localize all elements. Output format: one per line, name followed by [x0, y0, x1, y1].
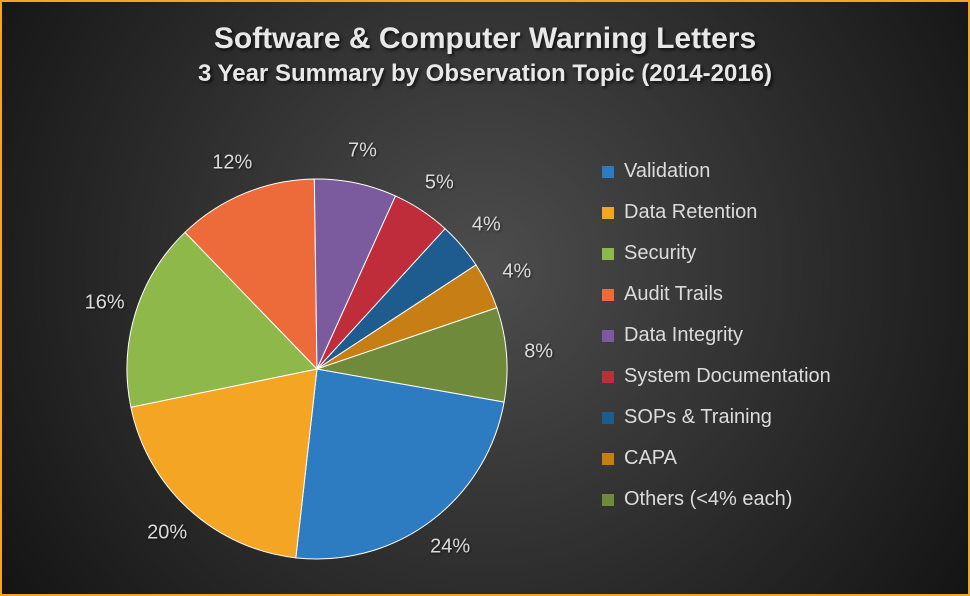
- pie-slice-label: 8%: [524, 340, 553, 363]
- pie-slice: [296, 369, 504, 559]
- legend-label: Validation: [624, 160, 710, 183]
- legend-item: Others (<4% each): [602, 488, 831, 511]
- chart-frame: Software & Computer Warning Letters 3 Ye…: [0, 0, 970, 596]
- pie-slice-label: 12%: [212, 152, 252, 175]
- chart-legend: Validation Data Retention Security Audit Tr…: [602, 160, 831, 529]
- pie-slice-label: 4%: [502, 260, 531, 283]
- legend-label: Audit Trails: [624, 283, 723, 306]
- legend-marker: [602, 289, 614, 301]
- legend-item: Security: [602, 242, 831, 265]
- legend-label: Others (<4% each): [624, 488, 792, 511]
- pie-slice-label: 16%: [85, 292, 125, 315]
- legend-item: Data Integrity: [602, 324, 831, 347]
- legend-marker: [602, 248, 614, 260]
- chart-title: Software & Computer Warning Letters: [2, 22, 968, 56]
- legend-label: SOPs & Training: [624, 406, 772, 429]
- legend-item: SOPs & Training: [602, 406, 831, 429]
- legend-marker: [602, 412, 614, 424]
- legend-label: Data Integrity: [624, 324, 743, 347]
- legend-item: Data Retention: [602, 201, 831, 224]
- pie-slice-label: 5%: [425, 172, 454, 195]
- pie-slice-label: 20%: [147, 522, 187, 545]
- legend-marker: [602, 207, 614, 219]
- legend-item: CAPA: [602, 447, 831, 470]
- legend-item: Audit Trails: [602, 283, 831, 306]
- legend-label: Data Retention: [624, 201, 757, 224]
- legend-item: System Documentation: [602, 365, 831, 388]
- pie-slice-label: 4%: [472, 213, 501, 236]
- legend-label: CAPA: [624, 447, 677, 470]
- legend-marker: [602, 494, 614, 506]
- legend-marker: [602, 166, 614, 178]
- legend-label: Security: [624, 242, 696, 265]
- legend-label: System Documentation: [624, 365, 831, 388]
- chart-subtitle: 3 Year Summary by Observation Topic (201…: [2, 60, 968, 88]
- legend-marker: [602, 330, 614, 342]
- pie-chart-area: 24%20%16%12%7%5%4%4%8%: [42, 117, 542, 577]
- chart-titles: Software & Computer Warning Letters 3 Ye…: [2, 2, 968, 88]
- legend-marker: [602, 371, 614, 383]
- legend-marker: [602, 453, 614, 465]
- pie-slice-label: 24%: [430, 536, 470, 559]
- legend-item: Validation: [602, 160, 831, 183]
- pie-chart-svg: [42, 117, 542, 577]
- pie-slice-label: 7%: [348, 140, 377, 163]
